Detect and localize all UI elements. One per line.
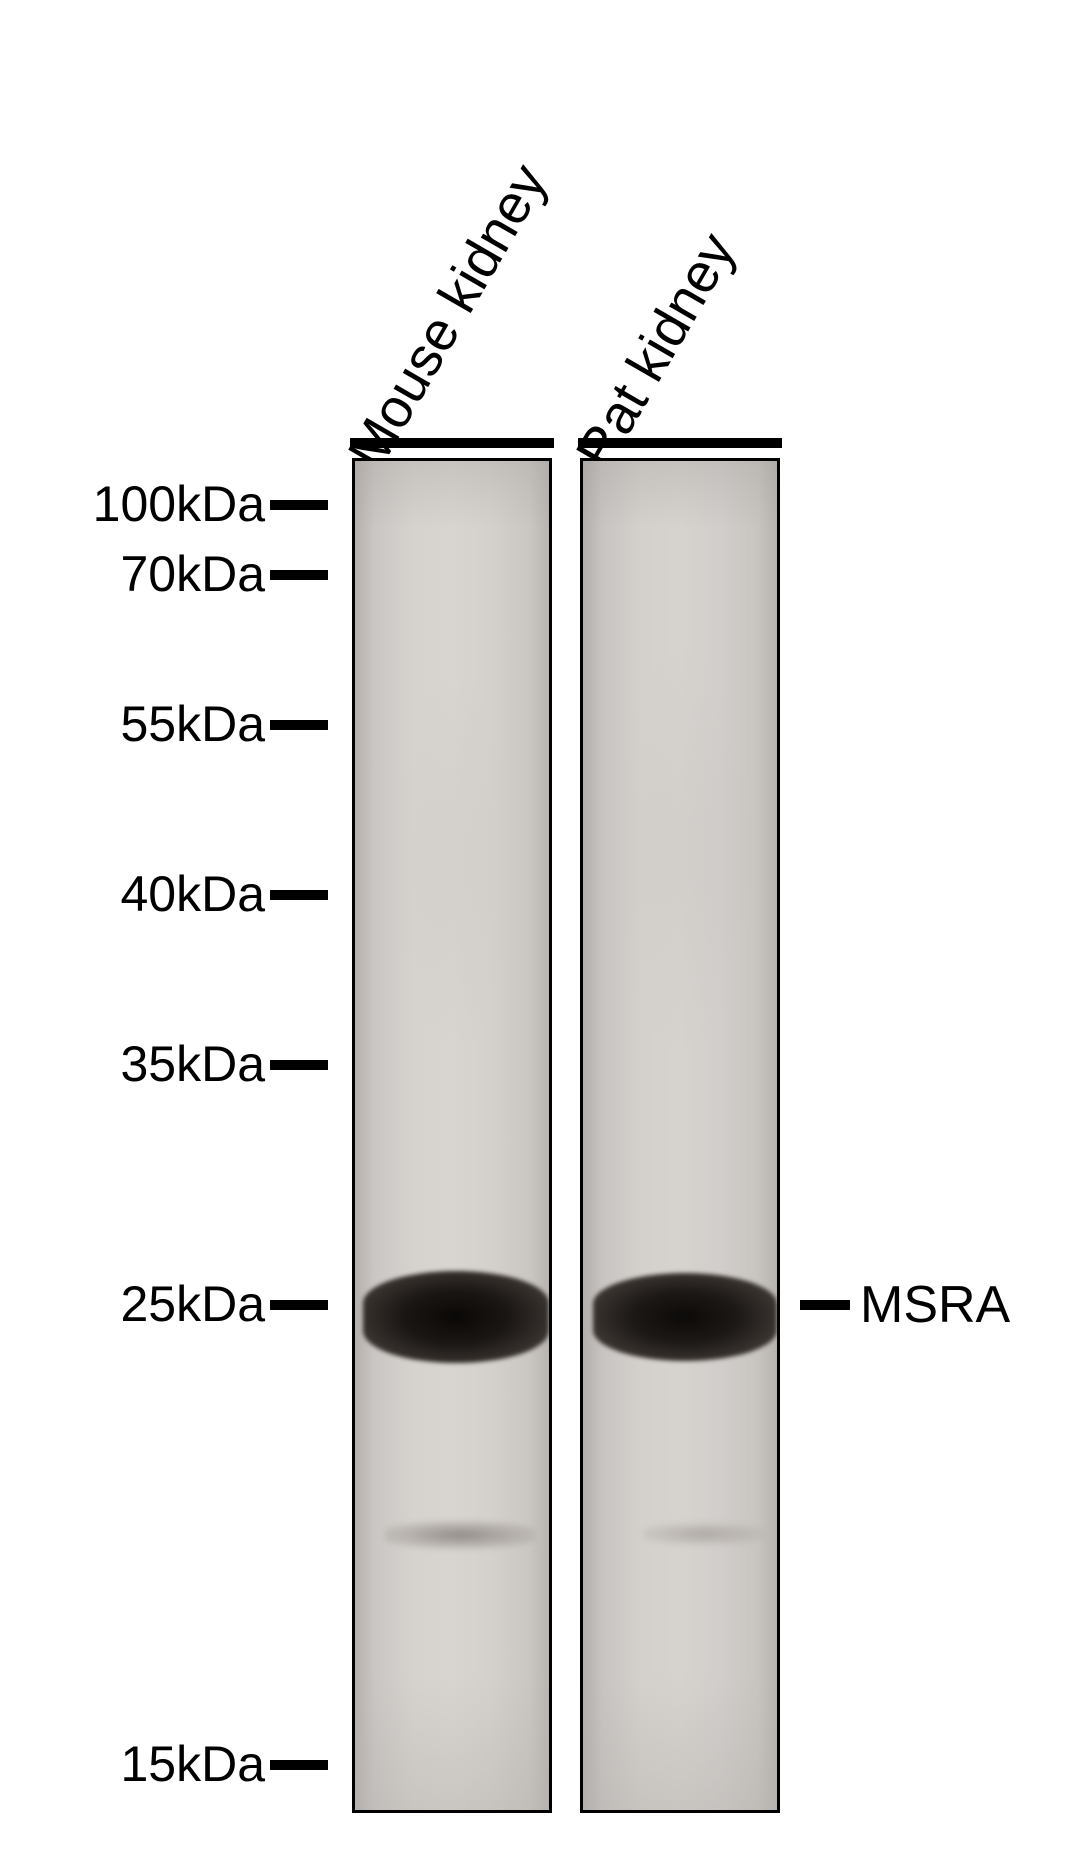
marker-70kda: 70kDa [30,545,265,603]
marker-tick-15 [270,1760,328,1770]
lane-rat-kidney [580,458,780,1813]
marker-55kda: 55kDa [30,695,265,753]
marker-40kda: 40kDa [30,865,265,923]
marker-tick-40 [270,890,328,900]
marker-tick-70 [270,570,328,580]
marker-tick-35 [270,1060,328,1070]
target-label-msra: MSRA [860,1275,1010,1335]
marker-15kda: 15kDa [30,1735,265,1793]
lane2-noise1 [613,641,753,1061]
lane-mouse-kidney [352,458,552,1813]
band-faint-lane1 [385,1521,535,1549]
marker-tick-25 [270,1300,328,1310]
marker-tick-100 [270,500,328,510]
lane-underline-2 [578,438,782,448]
western-blot-figure: Mouse kidney Rat kidney 100kDa 70kDa 55k… [0,0,1080,1862]
band-faint-lane2 [643,1523,763,1545]
target-tick-msra [800,1300,850,1310]
marker-25kda: 25kDa [30,1275,265,1333]
lane-underline-1 [350,438,554,448]
marker-100kda: 100kDa [30,475,265,533]
lane1-noise1 [395,661,515,1061]
lane-label-mouse: Mouse kidney [335,153,560,479]
band-msra-lane1 [363,1271,549,1363]
marker-tick-55 [270,720,328,730]
band-msra-lane2 [593,1273,777,1361]
marker-35kda: 35kDa [30,1035,265,1093]
